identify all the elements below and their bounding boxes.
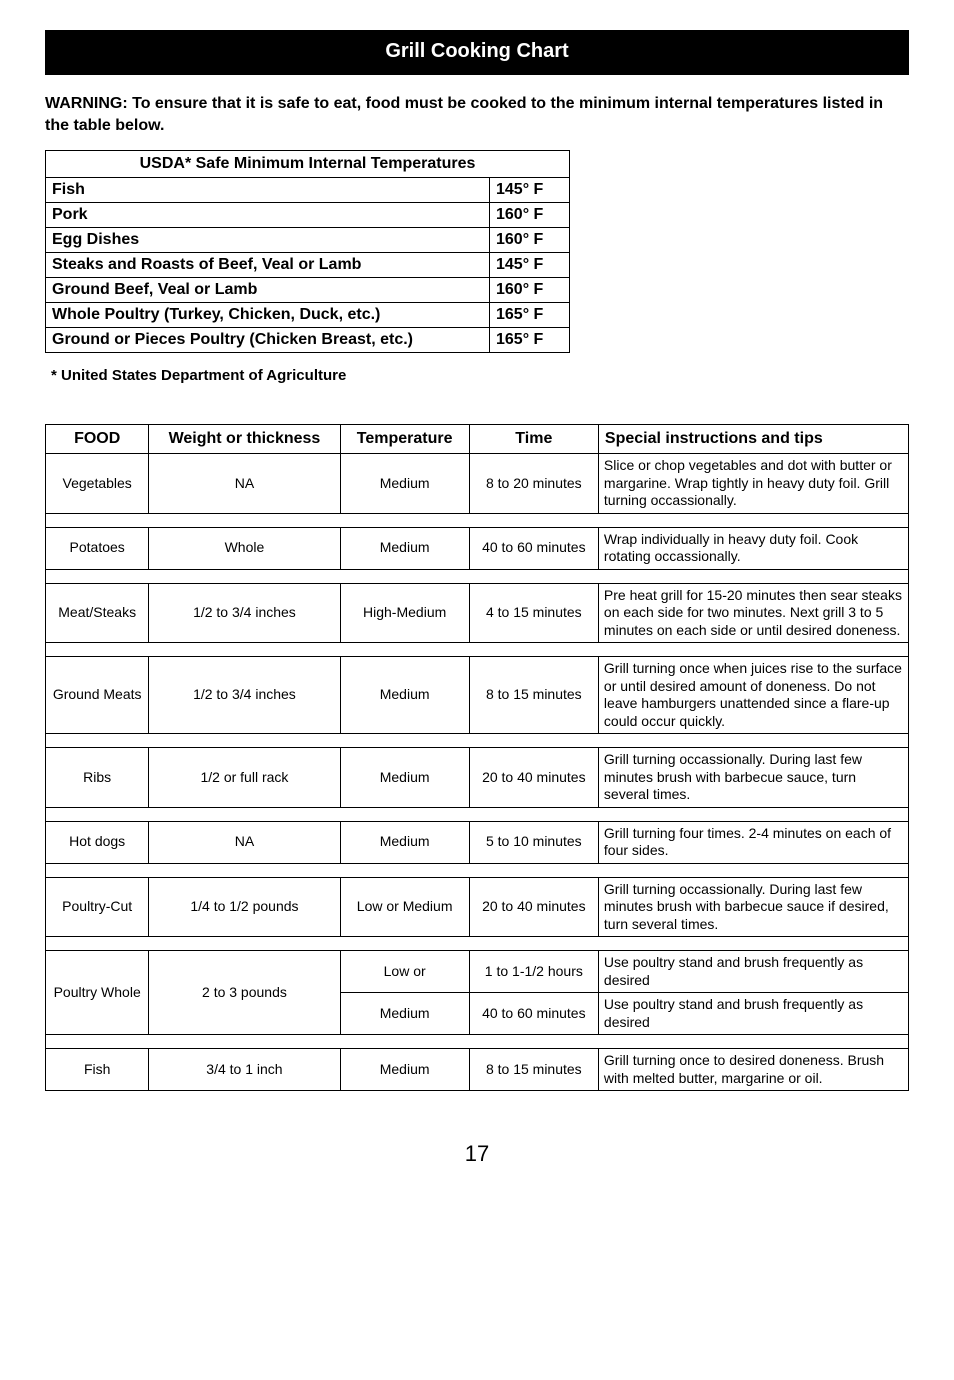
- time-cell: 8 to 15 minutes: [469, 1049, 598, 1091]
- spacer: [46, 937, 909, 951]
- tips-cell: Grill turning once when juices rise to t…: [598, 657, 908, 734]
- spacer: [46, 1035, 909, 1049]
- usda-temp: 160° F: [490, 278, 570, 303]
- tips-cell: Grill turning occassionally. During last…: [598, 748, 908, 808]
- weight-cell: 1/4 to 1/2 pounds: [149, 877, 340, 937]
- usda-caption: USDA* Safe Minimum Internal Temperatures: [46, 151, 570, 178]
- temp-cell: Low or: [340, 951, 469, 993]
- food-cell: Poultry Whole: [46, 951, 149, 1035]
- page-number: 17: [45, 1141, 909, 1167]
- time-cell: 40 to 60 minutes: [469, 993, 598, 1035]
- time-cell: 20 to 40 minutes: [469, 748, 598, 808]
- tips-cell: Wrap individually in heavy duty foil. Co…: [598, 527, 908, 569]
- temp-cell: Medium: [340, 821, 469, 863]
- tips-cell: Grill turning occassionally. During last…: [598, 877, 908, 937]
- col-food: FOOD: [46, 425, 149, 454]
- time-cell: 5 to 10 minutes: [469, 821, 598, 863]
- time-cell: 8 to 20 minutes: [469, 454, 598, 514]
- food-cell: Ground Meats: [46, 657, 149, 734]
- page-title-bar: Grill Cooking Chart: [45, 30, 909, 75]
- page-title: Grill Cooking Chart: [385, 40, 568, 62]
- usda-item: Steaks and Roasts of Beef, Veal or Lamb: [46, 253, 490, 278]
- spacer: [46, 807, 909, 821]
- usda-item: Egg Dishes: [46, 228, 490, 253]
- col-tips: Special instructions and tips: [598, 425, 908, 454]
- usda-temp: 160° F: [490, 228, 570, 253]
- spacer: [46, 643, 909, 657]
- tips-cell: Slice or chop vegetables and dot with bu…: [598, 454, 908, 514]
- temp-cell: Medium: [340, 454, 469, 514]
- weight-cell: 3/4 to 1 inch: [149, 1049, 340, 1091]
- warning-text: WARNING: To ensure that it is safe to ea…: [45, 93, 909, 136]
- tips-cell: Grill turning four times. 2-4 minutes on…: [598, 821, 908, 863]
- cooking-chart-table: FOOD Weight or thickness Temperature Tim…: [45, 424, 909, 1091]
- time-cell: 4 to 15 minutes: [469, 583, 598, 643]
- temp-cell: Medium: [340, 527, 469, 569]
- col-temp: Temperature: [340, 425, 469, 454]
- usda-item: Ground or Pieces Poultry (Chicken Breast…: [46, 328, 490, 353]
- temp-cell: Low or Medium: [340, 877, 469, 937]
- weight-cell: Whole: [149, 527, 340, 569]
- food-cell: Meat/Steaks: [46, 583, 149, 643]
- time-cell: 20 to 40 minutes: [469, 877, 598, 937]
- usda-temp: 145° F: [490, 253, 570, 278]
- spacer: [46, 734, 909, 748]
- usda-table: USDA* Safe Minimum Internal Temperatures…: [45, 150, 570, 353]
- temp-cell: Medium: [340, 1049, 469, 1091]
- spacer: [46, 569, 909, 583]
- weight-cell: 2 to 3 pounds: [149, 951, 340, 1035]
- time-cell: 40 to 60 minutes: [469, 527, 598, 569]
- usda-item: Pork: [46, 203, 490, 228]
- usda-temp: 165° F: [490, 328, 570, 353]
- tips-cell: Grill turning once to desired doneness. …: [598, 1049, 908, 1091]
- weight-cell: 1/2 to 3/4 inches: [149, 583, 340, 643]
- usda-item: Ground Beef, Veal or Lamb: [46, 278, 490, 303]
- usda-temp: 160° F: [490, 203, 570, 228]
- temp-cell: High-Medium: [340, 583, 469, 643]
- weight-cell: 1/2 or full rack: [149, 748, 340, 808]
- temp-cell: Medium: [340, 657, 469, 734]
- usda-temp: 145° F: [490, 178, 570, 203]
- temp-cell: Medium: [340, 748, 469, 808]
- usda-temp: 165° F: [490, 303, 570, 328]
- time-cell: 8 to 15 minutes: [469, 657, 598, 734]
- weight-cell: NA: [149, 821, 340, 863]
- usda-item: Whole Poultry (Turkey, Chicken, Duck, et…: [46, 303, 490, 328]
- food-cell: Ribs: [46, 748, 149, 808]
- food-cell: Poultry-Cut: [46, 877, 149, 937]
- col-time: Time: [469, 425, 598, 454]
- food-cell: Fish: [46, 1049, 149, 1091]
- time-cell: 1 to 1-1/2 hours: [469, 951, 598, 993]
- col-weight: Weight or thickness: [149, 425, 340, 454]
- usda-footnote: * United States Department of Agricultur…: [51, 367, 909, 384]
- tips-cell: Use poultry stand and brush frequently a…: [598, 951, 908, 993]
- tips-cell: Pre heat grill for 15-20 minutes then se…: [598, 583, 908, 643]
- temp-cell: Medium: [340, 993, 469, 1035]
- usda-item: Fish: [46, 178, 490, 203]
- food-cell: Hot dogs: [46, 821, 149, 863]
- spacer: [46, 863, 909, 877]
- food-cell: Vegetables: [46, 454, 149, 514]
- weight-cell: 1/2 to 3/4 inches: [149, 657, 340, 734]
- food-cell: Potatoes: [46, 527, 149, 569]
- tips-cell: Use poultry stand and brush frequently a…: [598, 993, 908, 1035]
- spacer: [46, 513, 909, 527]
- weight-cell: NA: [149, 454, 340, 514]
